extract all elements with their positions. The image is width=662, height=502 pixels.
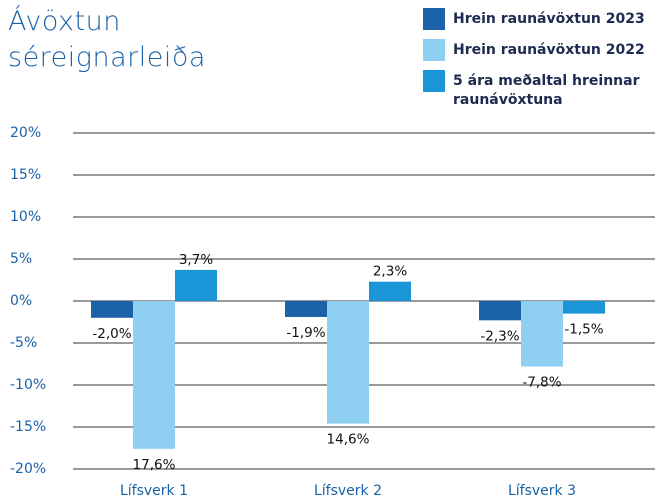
bar [285,301,327,317]
y-tick-label: -15% [10,419,46,435]
legend: Hrein raunávöxtun 2023 Hrein raunávöxtun … [423,8,658,119]
bar [175,269,217,301]
value-label: 17,6% [133,457,176,473]
bar [133,301,175,449]
legend-item: Hrein raunávöxtun 2023 [423,8,658,30]
x-tick-label: Lífsverk 1 [120,483,188,499]
value-label: -1,9% [286,325,325,341]
bar [479,301,521,321]
y-tick-label: 15% [10,167,41,183]
value-label: 14,6% [327,432,370,448]
bar [327,301,369,424]
legend-label: Hrein raunávöxtun 2022 [453,42,645,58]
bar [91,301,133,318]
value-label: 3,7% [179,252,213,268]
y-tick-label: -10% [10,377,46,393]
bar [369,281,411,301]
x-tick-label: Lífsverk 3 [508,483,576,499]
bar [521,301,563,367]
y-tick-label: 5% [10,251,32,267]
value-label: -1,5% [564,322,603,338]
x-tick-label: Lífsverk 2 [314,483,382,499]
legend-item: 5 ára meðaltal hreinnar raunávöxtuna [423,70,658,110]
y-tick-label: 10% [10,209,41,225]
y-tick-label: -5% [10,335,37,351]
legend-item: Hrein raunávöxtun 2022 [423,39,658,61]
y-tick-label: 20% [10,125,41,141]
value-label: -2,3% [480,328,519,344]
legend-swatch [423,70,445,92]
value-label: -2,0% [92,326,131,342]
legend-swatch [423,39,445,61]
y-tick-label: -20% [10,461,46,477]
legend-label: Hrein raunávöxtun 2023 [453,11,645,27]
bar [563,301,605,314]
y-tick-label: 0% [10,293,32,309]
legend-swatch [423,8,445,30]
value-label: 2,3% [373,264,407,280]
value-label: -7,8% [522,375,561,391]
legend-label: 5 ára meðaltal hreinnar raunávöxtuna [453,73,640,108]
chart-title: Ávöxtun séreignarleiða [8,6,206,73]
